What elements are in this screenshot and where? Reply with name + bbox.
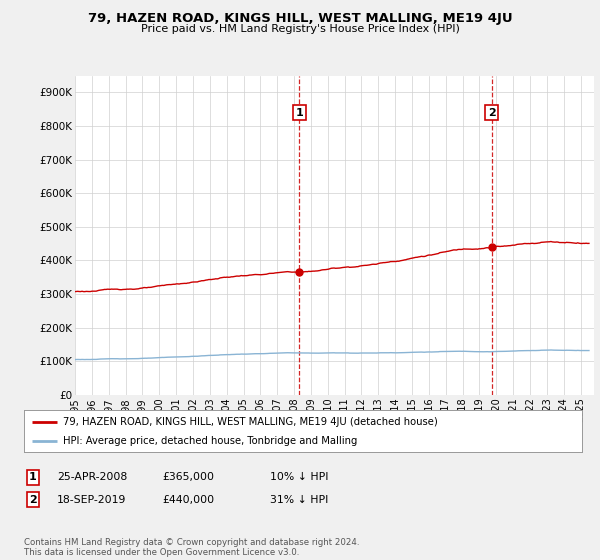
Text: Price paid vs. HM Land Registry's House Price Index (HPI): Price paid vs. HM Land Registry's House …: [140, 24, 460, 34]
Text: 25-APR-2008: 25-APR-2008: [57, 472, 127, 482]
Text: 2: 2: [29, 494, 37, 505]
Text: £365,000: £365,000: [162, 472, 214, 482]
Text: 1: 1: [296, 108, 304, 118]
Text: 2: 2: [488, 108, 496, 118]
Text: 79, HAZEN ROAD, KINGS HILL, WEST MALLING, ME19 4JU: 79, HAZEN ROAD, KINGS HILL, WEST MALLING…: [88, 12, 512, 25]
Text: 79, HAZEN ROAD, KINGS HILL, WEST MALLING, ME19 4JU (detached house): 79, HAZEN ROAD, KINGS HILL, WEST MALLING…: [63, 417, 438, 427]
Text: HPI: Average price, detached house, Tonbridge and Malling: HPI: Average price, detached house, Tonb…: [63, 436, 358, 446]
Text: 1: 1: [29, 472, 37, 482]
Text: Contains HM Land Registry data © Crown copyright and database right 2024.
This d: Contains HM Land Registry data © Crown c…: [24, 538, 359, 557]
Text: £440,000: £440,000: [162, 494, 214, 505]
Text: 31% ↓ HPI: 31% ↓ HPI: [270, 494, 328, 505]
Text: 18-SEP-2019: 18-SEP-2019: [57, 494, 127, 505]
Text: 10% ↓ HPI: 10% ↓ HPI: [270, 472, 329, 482]
